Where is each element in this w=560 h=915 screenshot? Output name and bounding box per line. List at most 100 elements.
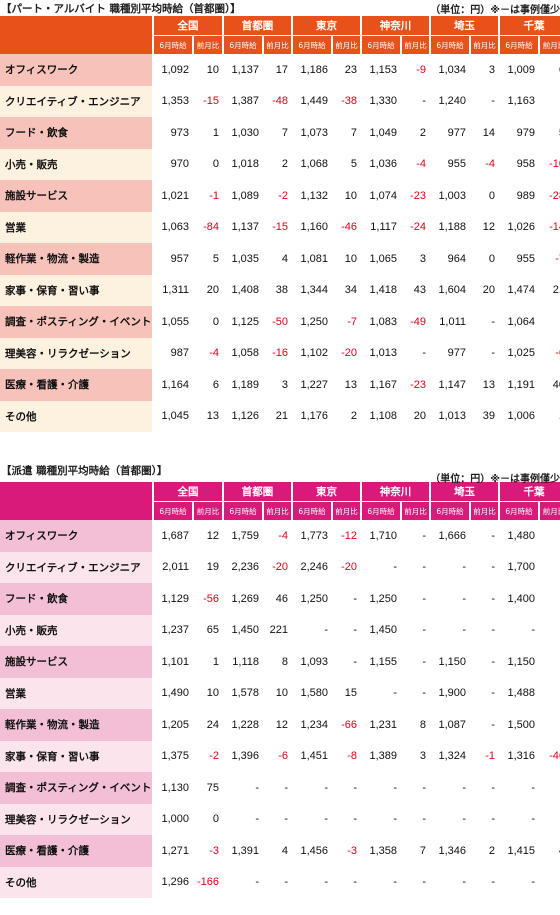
wage-cell: 1,391	[231, 844, 259, 857]
sub-header-wage: 6月時給	[500, 36, 538, 54]
change-cell: -	[422, 813, 426, 826]
change-cell: -9	[416, 63, 426, 76]
change-cell: -	[422, 561, 426, 574]
wage-cell: -	[393, 813, 397, 826]
change-cell: -	[540, 646, 560, 678]
wage-cell: 1,036	[369, 158, 397, 171]
sub-header-change: 前月比	[402, 502, 429, 520]
sub-header-row: 6月時給 前月比 6月時給 前月比 6月時給 前月比 6月時給 前月比 6月時給 前月比 6月時給前…	[0, 36, 560, 54]
change-cell: -28	[549, 189, 560, 202]
wage-cell: 1,013	[438, 410, 466, 423]
wage-cell: -	[531, 813, 535, 826]
change-cell: -	[491, 347, 495, 360]
job-category-label: 調査・ポスティング・イベント	[0, 306, 152, 338]
wage-cell: 1,093	[300, 655, 328, 668]
change-cell: 39	[482, 410, 495, 423]
wage-cell: 1,132	[300, 189, 328, 202]
change-cell: -	[491, 781, 495, 794]
wage-cell: 1,578	[231, 687, 259, 700]
job-category-label: 医療・看護・介護	[0, 835, 152, 867]
change-cell: -	[422, 347, 426, 360]
change-cell: -15	[203, 95, 219, 108]
wage-cell: 1,035	[231, 252, 259, 265]
wage-cell: 1,101	[161, 655, 189, 668]
change-cell: -	[422, 876, 426, 889]
change-cell: -	[491, 592, 495, 605]
wage-cell: 1,118	[232, 655, 259, 668]
change-cell: -	[540, 867, 560, 899]
wage-cell: 970	[170, 158, 189, 171]
change-cell: -50	[272, 315, 288, 328]
change-cell: 12	[482, 221, 495, 234]
change-cell: -	[540, 615, 560, 647]
change-cell: 10	[344, 189, 357, 202]
region-header: 千葉	[500, 482, 560, 502]
wage-cell: 1,234	[300, 718, 328, 731]
change-cell: 12	[206, 529, 219, 542]
table-row: フード・飲食 1,129 -56 1,269 46 1,250-1,250- - -1,400…	[0, 583, 560, 615]
table-row: オフィスワーク 1,687 12 1,759 -4 1,773 -12 1,710-1,666…	[0, 520, 560, 552]
wage-cell: 1,231	[369, 718, 397, 731]
change-cell: -	[540, 709, 560, 741]
wage-cell: -	[255, 781, 259, 794]
change-cell: 2	[419, 126, 426, 139]
change-cell: 5	[212, 252, 219, 265]
sub-header-wage: 6月時給	[293, 502, 331, 520]
change-cell: -8	[347, 750, 357, 763]
region-header: 首都圏	[224, 482, 291, 502]
change-cell: -2	[209, 750, 219, 763]
job-category-label: 家事・保育・習い事	[0, 740, 152, 772]
wage-cell: 1,311	[162, 284, 189, 297]
change-cell: 6	[212, 378, 219, 391]
wage-cell: 977	[447, 347, 466, 360]
region-header: 全国	[154, 482, 222, 502]
wage-cell: -	[531, 876, 535, 889]
change-cell: 221	[269, 624, 288, 637]
wage-cell: 1,030	[231, 126, 259, 139]
table-row: 理美容・リラクゼーション 987 -4 1,058 -16 1,102 -20 1,013 - 9…	[0, 337, 560, 369]
change-cell: -10	[549, 158, 560, 171]
job-category-label: 営業	[0, 677, 152, 709]
change-cell: 1	[212, 655, 219, 668]
wage-cell: 1,083	[369, 315, 397, 328]
change-cell: 3	[419, 750, 426, 763]
dispatch-title: 【派遣 職種別平均時給（首都圏）】	[1, 464, 168, 477]
change-cell: -	[422, 781, 426, 794]
wage-cell: -	[393, 781, 397, 794]
wage-cell: -	[255, 876, 259, 889]
region-header-row: 全国 首都圏 東京 神奈川 埼玉 千葉	[0, 482, 560, 520]
change-cell: -	[540, 520, 560, 552]
wage-cell: 1,188	[438, 221, 466, 234]
wage-cell: 1,167	[369, 378, 397, 391]
wage-cell: 1,250	[300, 315, 328, 328]
change-cell: -49	[410, 315, 426, 328]
wage-cell: 1,250	[369, 592, 397, 605]
wage-cell: 987	[170, 347, 189, 360]
job-category-label: 軽作業・物流・製造	[0, 243, 152, 275]
change-cell: -	[491, 876, 495, 889]
sub-header-wage: 6月時給	[362, 36, 400, 54]
change-cell: 21	[552, 284, 560, 297]
wage-cell: -	[462, 876, 466, 889]
wage-cell: 958	[516, 158, 535, 171]
change-cell: 2	[488, 844, 495, 857]
wage-cell: 1,003	[438, 189, 466, 202]
change-cell: -	[540, 583, 560, 615]
wage-cell: 1,068	[300, 158, 328, 171]
wage-cell: 1,191	[507, 378, 535, 391]
wage-cell: 957	[170, 252, 189, 265]
change-cell: 7	[350, 126, 357, 139]
change-cell: 24	[206, 718, 219, 731]
wage-cell: 1,049	[369, 126, 397, 139]
sub-header-change: 前月比	[540, 502, 560, 520]
change-cell: 10	[206, 63, 219, 76]
sub-header-change: 前月比	[402, 36, 429, 54]
change-cell: -4	[416, 158, 426, 171]
wage-cell: 1,387	[231, 95, 259, 108]
wage-cell: 1,900	[438, 687, 466, 700]
change-cell: -	[491, 95, 495, 108]
wage-cell: -	[462, 561, 466, 574]
wage-cell: 1,604	[438, 284, 466, 297]
change-cell: 8	[281, 655, 288, 668]
job-category-label: その他	[0, 866, 152, 898]
